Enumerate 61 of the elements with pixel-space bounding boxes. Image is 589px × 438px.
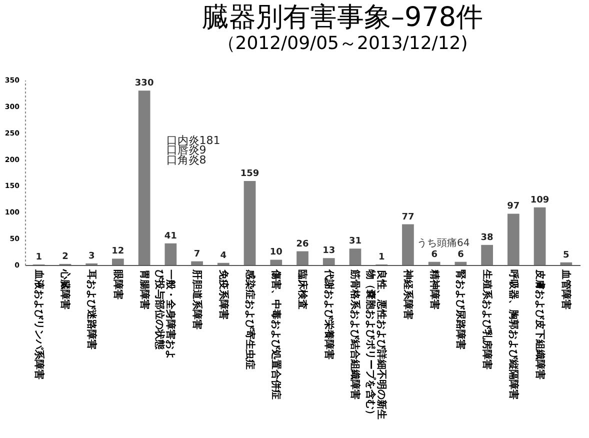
- bar: [454, 262, 467, 265]
- bar: [244, 180, 256, 265]
- data-label: 31: [348, 236, 362, 247]
- bar: [112, 258, 124, 265]
- bar: [138, 90, 150, 265]
- data-label: 1: [36, 252, 42, 262]
- x-tick-label: 皮膚および皮下組織障害: [534, 268, 546, 380]
- annotation: うち頭痛64: [416, 236, 470, 249]
- bar: [560, 262, 572, 265]
- data-label: 12: [112, 246, 124, 257]
- chart-subtitle: （2012/09/05～2013/12/12): [217, 33, 468, 54]
- data-label: 41: [164, 231, 177, 242]
- data-label: 1: [378, 252, 385, 262]
- x-tick-label: 呼吸器、胸郭および縦隔障害: [507, 270, 520, 400]
- chart-title: 臓器別有害事象–978件: [202, 2, 484, 33]
- x-tick-label: 精神障害: [428, 268, 440, 310]
- x-tick-label: 免疫系障害: [217, 268, 230, 320]
- x-tick-label: 耳および迷路障害: [86, 268, 98, 350]
- bar: [322, 258, 335, 265]
- data-label: 5: [563, 250, 570, 260]
- data-label: 2: [62, 252, 68, 262]
- bar: [164, 243, 177, 265]
- x-tick-label: 傷害、中毒および処置合併症: [270, 268, 282, 400]
- x-tick-label: 腎および尿路障害: [454, 270, 467, 350]
- data-label: 97: [507, 202, 520, 212]
- data-label: 109: [530, 195, 550, 206]
- x-tick-label: 代謝および栄養障害: [322, 268, 335, 360]
- x-tick-label: 筋骨格系および結合組織障害: [349, 268, 362, 400]
- bar: [481, 244, 493, 265]
- x-tick-label: 血液およびリンパ系障害: [32, 268, 45, 380]
- data-label: 6: [458, 250, 464, 260]
- bar: [270, 260, 282, 265]
- bar: [534, 207, 546, 265]
- x-tick-label: 胃腸障害: [138, 270, 150, 310]
- bar: [428, 262, 440, 265]
- data-label: 3: [88, 251, 95, 262]
- bar: [402, 224, 414, 265]
- x-tick-label: 肝胆道系障害: [191, 268, 204, 330]
- x-tick-label: 眼障害: [112, 270, 124, 300]
- data-label: 4: [220, 250, 227, 261]
- bar: [191, 261, 203, 265]
- data-label: 77: [402, 212, 414, 222]
- x-tick-label: 感染症および寄生虫症: [244, 268, 256, 370]
- data-label: 7: [194, 249, 200, 260]
- x-tick-label: 神経系障害: [402, 268, 414, 320]
- data-label: 10: [270, 248, 282, 258]
- data-label: 159: [240, 168, 260, 179]
- data-label: 6: [431, 250, 438, 260]
- data-label: 38: [480, 232, 494, 243]
- data-label: 330: [134, 78, 154, 89]
- data-label: 26: [296, 239, 309, 250]
- x-tick-label: 一般・全身障害および投与部位の状態: [154, 270, 177, 360]
- x-tick-label: 生殖系および乳房障害: [481, 268, 494, 370]
- x-tick-label: 心臓障害: [59, 268, 72, 310]
- x-tick-label: 臨床検査: [296, 270, 308, 310]
- x-tick-label: 良性、悪性および詳細不明の新生物（嚢胞およびポリープを含む）: [364, 268, 388, 420]
- x-tick-label: 血管障害: [560, 268, 572, 310]
- bar: [507, 214, 520, 265]
- bar: [296, 251, 308, 265]
- data-label: 13: [322, 246, 336, 256]
- bar: [349, 248, 362, 265]
